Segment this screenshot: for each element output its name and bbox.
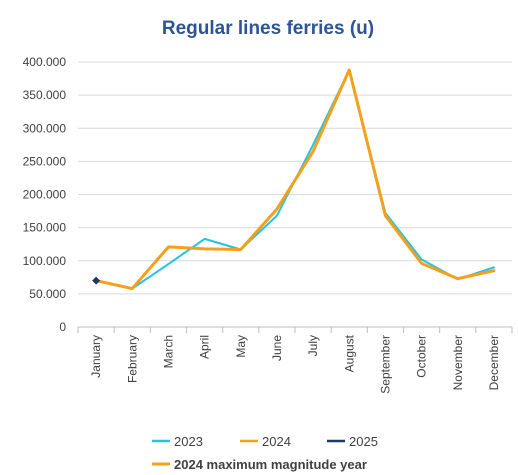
y-tick-label: 300.000 [23, 121, 67, 135]
x-tick-label: November [451, 335, 465, 390]
x-tick-label: September [378, 335, 392, 394]
x-tick-label: July [306, 335, 320, 356]
gridlines [78, 61, 512, 328]
note-text: 2024 maximum magnitude year [174, 457, 367, 472]
note: 2024 maximum magnitude year [152, 457, 367, 472]
legend-label-2024: 2024 [262, 434, 291, 449]
series-point-2025 [92, 276, 101, 285]
x-tick-label: March [161, 335, 175, 368]
x-tick-label: April [198, 335, 212, 359]
y-axis: 0 50.000 100.000 150.000 200.000 250.000 300.0… [23, 55, 67, 334]
x-axis: January February March April May June July Augu… [77, 327, 513, 394]
y-tick-label: 400.000 [23, 55, 67, 69]
x-tick-label: February [125, 335, 139, 383]
y-tick-label: 150.000 [23, 221, 67, 235]
legend-label-2025: 2025 [349, 434, 378, 449]
x-tick-label: January [89, 335, 103, 378]
y-tick-label: 0 [59, 320, 66, 334]
y-tick-label: 50.000 [29, 287, 66, 301]
y-tick-label: 250.000 [23, 154, 67, 168]
series-lines [92, 68, 496, 291]
legend-label-2023: 2023 [174, 434, 203, 449]
x-tick-label: December [487, 335, 501, 390]
y-tick-label: 200.000 [23, 188, 67, 202]
series-line-2024 [94, 68, 496, 291]
legend: 2023 2024 2025 [152, 434, 378, 449]
x-tick-label: August [342, 334, 356, 372]
x-tick-label: May [234, 335, 248, 358]
x-tick-label: June [270, 335, 284, 361]
y-tick-label: 350.000 [23, 88, 67, 102]
y-tick-label: 100.000 [23, 254, 67, 268]
x-tick-label: October [415, 335, 429, 378]
chart-title: Regular lines ferries (u) [162, 18, 374, 39]
